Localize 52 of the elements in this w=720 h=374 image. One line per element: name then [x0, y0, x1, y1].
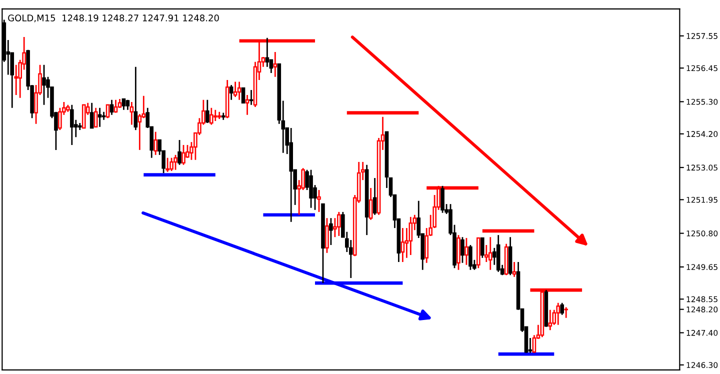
candlestick [273, 51, 278, 78]
candlestick [229, 84, 234, 101]
candlestick [42, 64, 46, 106]
candlestick [512, 261, 516, 278]
candlestick [337, 211, 341, 237]
candlestick [408, 216, 413, 256]
candlestick [480, 237, 484, 259]
candlestick [206, 99, 210, 124]
candlestick [174, 154, 178, 171]
candlestick [90, 102, 94, 129]
candlestick [245, 94, 250, 116]
text: GOLD,M15 1248.19 1248.27 1247.91 1248.20 [8, 14, 219, 22]
candlestick [82, 104, 86, 129]
candlestick [122, 98, 126, 111]
candlestick [213, 109, 218, 122]
candlestick [130, 101, 134, 126]
candlestick [325, 217, 329, 254]
candlestick [209, 107, 214, 126]
candlestick [170, 157, 174, 172]
candlestick [233, 81, 238, 98]
candlestick [237, 81, 242, 101]
candlestick [317, 189, 321, 213]
candlestick [372, 177, 377, 216]
candlestick [488, 236, 492, 271]
candlestick [110, 99, 114, 116]
candlestick [329, 217, 333, 246]
candlestick [134, 66, 138, 131]
candlestick [548, 309, 552, 331]
candlestick [98, 107, 102, 128]
candlestick [166, 157, 170, 173]
candlestick [14, 64, 18, 96]
candlestick [154, 131, 158, 156]
candlestick [468, 244, 472, 271]
candlestick [368, 187, 373, 221]
candlestick [400, 227, 405, 263]
candlestick [182, 144, 186, 166]
candlestick [114, 99, 118, 114]
candlestick [460, 236, 464, 264]
candlestick [106, 104, 110, 119]
candlestick [249, 89, 254, 106]
candlestick [70, 104, 74, 146]
candlestick [178, 139, 182, 166]
candlestick [484, 244, 488, 263]
candlestick [440, 185, 444, 214]
candlestick [556, 302, 560, 326]
candlestick [564, 306, 568, 319]
candlestick [265, 37, 270, 68]
candlestick [464, 237, 468, 266]
candlestick [241, 87, 246, 104]
candlestick [560, 302, 564, 316]
candlestick [94, 107, 98, 128]
candlestick [309, 169, 313, 209]
